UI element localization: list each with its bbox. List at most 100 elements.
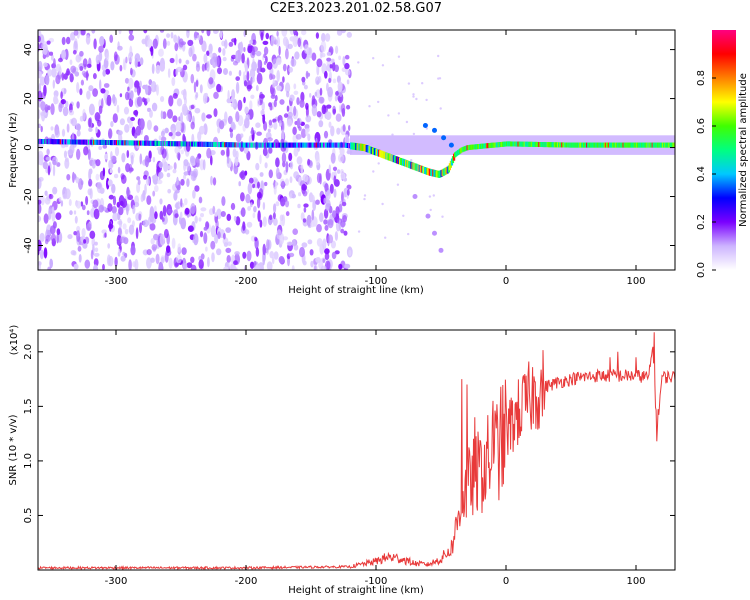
noise-blob — [180, 178, 185, 186]
noise-blob — [88, 103, 95, 116]
branch-point — [425, 213, 431, 219]
noise-blob — [162, 38, 167, 49]
noise-blob — [189, 155, 195, 164]
snr-x-label: Height of straight line (km) — [288, 585, 424, 596]
noise-blob — [225, 227, 232, 234]
x-tick-label: -200 — [235, 276, 258, 287]
y-tick-label: 2.0 — [23, 344, 34, 360]
noise-blob — [301, 242, 308, 248]
noise-blob — [167, 68, 171, 78]
noise-blob — [98, 105, 103, 114]
noise-blob — [260, 180, 264, 189]
noise-blob — [246, 221, 253, 228]
noise-blob — [252, 58, 255, 68]
ridge-cell — [41, 139, 44, 144]
colorbar-tick-label: 0.4 — [696, 166, 707, 182]
noise-blob — [335, 91, 339, 96]
noise-blob — [228, 41, 234, 47]
noise-blob — [335, 45, 339, 54]
noise-blob — [128, 224, 135, 235]
noise-blob — [200, 213, 204, 218]
noise-blob — [79, 66, 84, 71]
noise-blob — [230, 121, 236, 130]
noise-blob — [95, 54, 101, 65]
ridge-cell — [96, 139, 99, 145]
ridge-cell — [652, 142, 655, 148]
noise-blob — [49, 51, 54, 56]
noise-blob — [235, 111, 240, 123]
noise-blob — [112, 113, 118, 123]
noise-blob — [344, 134, 350, 146]
noise-blob — [70, 250, 77, 256]
noise-blob — [94, 112, 101, 122]
noise-blob — [38, 70, 42, 79]
noise-blob — [208, 52, 214, 58]
noise-blob — [282, 236, 289, 241]
noise-blob — [128, 30, 134, 36]
noise-blob — [243, 96, 246, 104]
noise-blob — [235, 81, 240, 94]
noise-blob — [264, 181, 268, 187]
noise-blob — [184, 207, 190, 215]
noise-blob — [245, 193, 251, 204]
noise-blob — [212, 205, 216, 215]
noise-blob — [181, 103, 188, 116]
noise-blob — [321, 104, 327, 115]
stray-point — [381, 64, 385, 67]
noise-blob — [273, 99, 277, 108]
noise-blob — [154, 185, 159, 192]
noise-blob — [86, 223, 92, 232]
noise-blob — [213, 30, 219, 34]
noise-blob — [79, 88, 83, 96]
noise-blob — [200, 253, 205, 260]
noise-blob — [72, 50, 77, 55]
noise-blob — [78, 253, 82, 263]
noise-blob — [266, 239, 270, 251]
noise-blob — [76, 82, 80, 94]
noise-blob — [263, 46, 269, 55]
noise-blob — [239, 133, 244, 138]
noise-blob — [108, 255, 114, 267]
noise-blob — [325, 33, 331, 42]
noise-blob — [201, 63, 205, 72]
ridge-cell — [122, 140, 125, 146]
noise-blob — [61, 128, 66, 137]
noise-blob — [206, 147, 212, 159]
noise-blob — [151, 244, 158, 251]
noise-blob — [252, 183, 256, 189]
noise-blob — [73, 210, 77, 215]
colorbar-tick-label: 0.2 — [696, 214, 707, 230]
noise-blob — [139, 118, 145, 130]
noise-blob — [213, 108, 218, 118]
noise-blob — [233, 260, 238, 266]
noise-blob — [249, 39, 254, 45]
branch-point — [432, 127, 437, 133]
noise-blob — [126, 186, 130, 197]
noise-blob — [124, 77, 130, 84]
noise-blob — [93, 258, 99, 267]
noise-blob — [117, 252, 121, 257]
noise-blob — [186, 178, 190, 188]
noise-blob — [237, 99, 243, 112]
ridge-cell — [70, 139, 73, 145]
noise-blob — [173, 34, 178, 43]
noise-blob — [76, 101, 80, 109]
noise-blob — [113, 51, 118, 62]
noise-blob — [326, 57, 332, 62]
noise-blob — [260, 31, 264, 41]
noise-blob — [134, 53, 141, 63]
noise-blob — [52, 159, 57, 166]
noise-blob — [195, 156, 200, 168]
noise-blob — [142, 219, 149, 228]
noise-blob — [309, 194, 315, 203]
branch-point — [422, 123, 428, 129]
noise-blob — [128, 119, 133, 129]
noise-blob — [50, 54, 54, 61]
noise-blob — [153, 205, 157, 213]
noise-blob — [100, 88, 106, 94]
noise-blob — [323, 208, 329, 219]
noise-blob — [105, 68, 111, 75]
noise-blob — [203, 232, 208, 244]
noise-blob — [168, 257, 173, 269]
noise-blob — [38, 99, 41, 108]
